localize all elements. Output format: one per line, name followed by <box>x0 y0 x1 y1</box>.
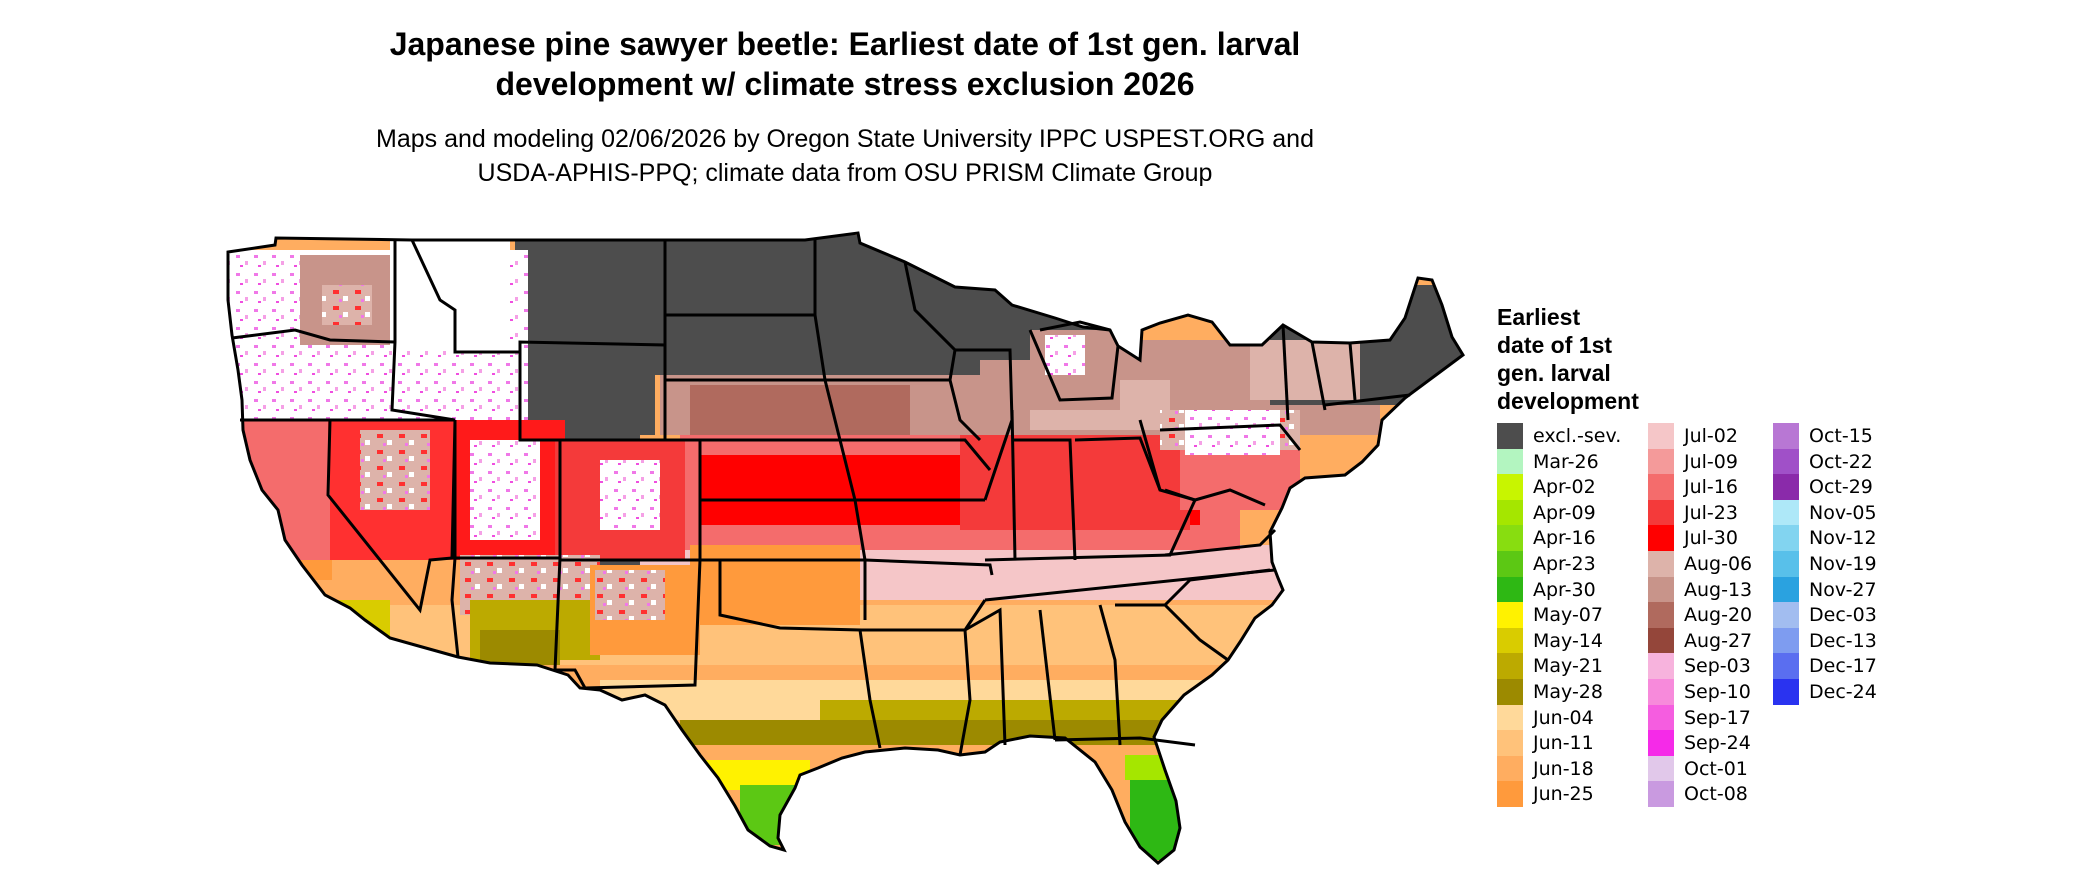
legend-label: Aug-06 <box>1684 553 1753 575</box>
legend-label: Dec-13 <box>1809 629 1877 652</box>
legend-label: Jul-23 <box>1684 501 1738 524</box>
legend-label: Jun-25 <box>1533 783 1594 806</box>
legend-label: Oct-22 <box>1809 450 1873 473</box>
legend-label: Jul-02 <box>1684 425 1738 447</box>
legend-swatch <box>1773 499 1799 526</box>
legend-label: Jul-30 <box>1684 527 1738 550</box>
legend-swatch <box>1497 781 1523 808</box>
legend-label: Sep-10 <box>1684 681 1751 703</box>
map-subtitle: Maps and modeling 02/06/2026 by Oregon S… <box>0 122 1690 190</box>
legend-swatch <box>1648 448 1674 475</box>
map-title: Japanese pine sawyer beetle: Earliest da… <box>0 24 1690 104</box>
legend-label: Oct-29 <box>1809 476 1873 499</box>
legend-swatch <box>1773 474 1799 501</box>
legend-swatch <box>1773 448 1799 475</box>
legend-swatch <box>1497 602 1523 629</box>
legend-swatch <box>1773 679 1799 705</box>
legend-swatch <box>1497 704 1523 731</box>
legend-title-line-2: date of 1st <box>1497 332 1613 358</box>
legend-swatch <box>1497 551 1523 577</box>
map-title-line-2: development w/ climate stress exclusion … <box>495 66 1195 102</box>
legend-label: excl.-sev. <box>1533 425 1622 447</box>
legend-label: Nov-05 <box>1809 501 1877 524</box>
legend-label: Apr-23 <box>1533 553 1596 575</box>
legend-label: May-21 <box>1533 655 1603 678</box>
legend-swatch <box>1648 627 1674 654</box>
legend-title-line-1: Earliest <box>1497 304 1581 330</box>
legend-swatch <box>1648 704 1674 731</box>
legend-swatch <box>1648 423 1674 449</box>
legend-swatch <box>1648 679 1674 705</box>
legend-swatch <box>1497 525 1523 552</box>
legend-title-line-4: development <box>1497 388 1639 414</box>
legend-swatch <box>1648 576 1674 603</box>
legend-swatch <box>1497 499 1523 526</box>
legend-label: Oct-01 <box>1684 757 1748 780</box>
legend-swatch <box>1648 781 1674 808</box>
legend-label: Aug-27 <box>1684 629 1753 652</box>
legend-swatch <box>1648 730 1674 757</box>
legend-label: Mar-26 <box>1533 450 1599 473</box>
legend-label: May-28 <box>1533 681 1603 703</box>
legend-swatch <box>1773 423 1799 449</box>
legend-swatch <box>1773 525 1799 552</box>
legend-label: Apr-02 <box>1533 476 1596 499</box>
legend-swatch <box>1497 423 1523 449</box>
legend-swatch <box>1648 755 1674 782</box>
legend-label: Apr-09 <box>1533 501 1596 524</box>
legend-label: Nov-27 <box>1809 578 1877 601</box>
legend-label: Dec-24 <box>1809 681 1877 703</box>
legend-label: Aug-13 <box>1684 578 1753 601</box>
state-boundaries <box>226 231 1465 865</box>
legend-label: May-14 <box>1533 629 1603 652</box>
legend-swatch <box>1648 525 1674 552</box>
legend-swatch <box>1773 551 1799 577</box>
legend-swatch <box>1497 474 1523 501</box>
map-title-line-1: Japanese pine sawyer beetle: Earliest da… <box>389 26 1301 62</box>
legend-label: Sep-17 <box>1684 706 1751 729</box>
legend-swatch <box>1497 576 1523 603</box>
map-subtitle-line-1: Maps and modeling 02/06/2026 by Oregon S… <box>376 125 1314 153</box>
legend-label: Jul-09 <box>1684 450 1738 473</box>
legend-label: Dec-03 <box>1809 604 1877 627</box>
legend-label: Sep-03 <box>1684 655 1751 678</box>
legend-swatch <box>1648 653 1674 680</box>
legend-title: Earliest date of 1st gen. larval develop… <box>1497 303 1687 415</box>
legend-label: Jun-04 <box>1533 706 1594 729</box>
legend-label: Dec-17 <box>1809 655 1877 678</box>
legend-swatch <box>1497 653 1523 680</box>
legend-swatch <box>1773 576 1799 603</box>
legend-swatch <box>1497 755 1523 782</box>
legend-label: Nov-19 <box>1809 553 1877 575</box>
legend-label: Nov-12 <box>1809 527 1877 550</box>
legend-label: Sep-24 <box>1684 732 1751 755</box>
legend-swatch <box>1648 499 1674 526</box>
legend-swatch <box>1497 679 1523 705</box>
legend-swatch <box>1648 551 1674 577</box>
us-phenology-map <box>226 231 1465 865</box>
legend-title-line-3: gen. larval <box>1497 360 1611 386</box>
legend-label: Jun-11 <box>1533 732 1594 755</box>
legend-swatch <box>1648 474 1674 501</box>
phenology-raster <box>228 233 1463 863</box>
legend-label: Aug-20 <box>1684 604 1753 627</box>
legend-swatch <box>1773 653 1799 680</box>
legend-label: Oct-15 <box>1809 425 1873 447</box>
legend-label: Apr-16 <box>1533 527 1596 550</box>
legend-label: Oct-08 <box>1684 783 1748 806</box>
legend-swatch <box>1497 730 1523 757</box>
map-subtitle-line-2: USDA-APHIS-PPQ; climate data from OSU PR… <box>477 159 1213 187</box>
legend-label: May-07 <box>1533 604 1603 627</box>
legend-swatch <box>1773 602 1799 629</box>
legend-label: Jul-16 <box>1684 476 1738 499</box>
legend-swatch <box>1773 627 1799 654</box>
legend-swatch <box>1497 627 1523 654</box>
legend-label: Jun-18 <box>1533 757 1594 780</box>
legend-swatch <box>1497 448 1523 475</box>
legend-swatch <box>1648 602 1674 629</box>
legend-label: Apr-30 <box>1533 578 1596 601</box>
